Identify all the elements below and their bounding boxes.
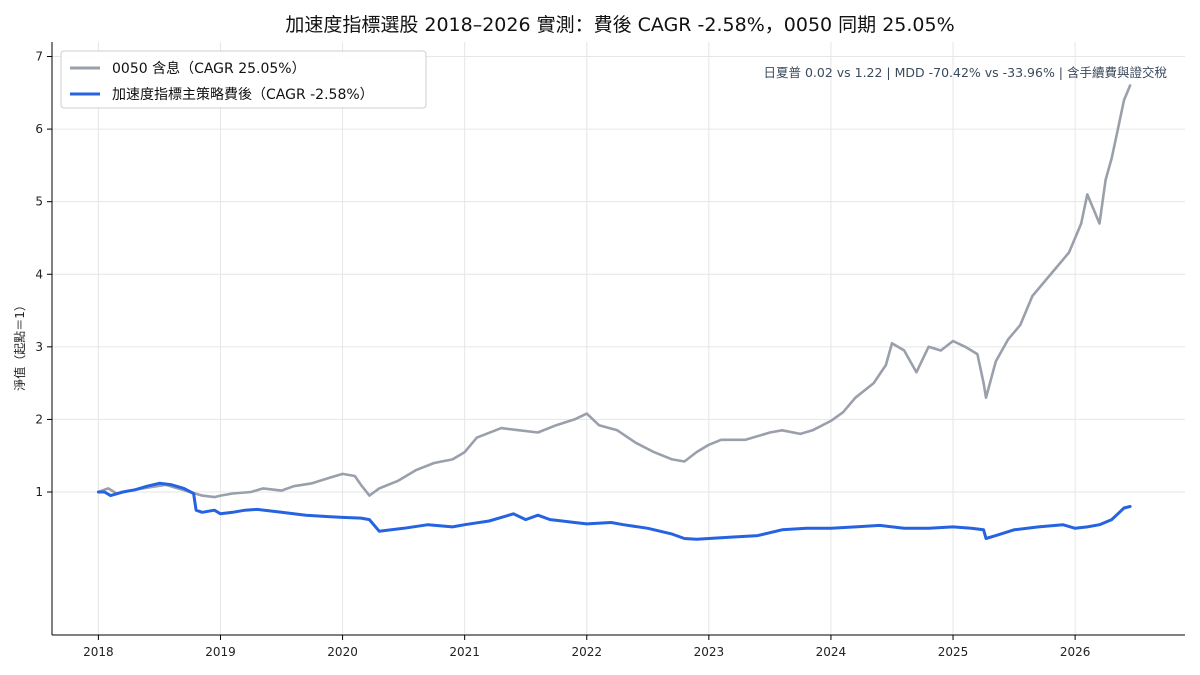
x-tick-label-2021: 2021	[449, 645, 480, 659]
x-tick-label-2025: 2025	[938, 645, 969, 659]
y-tick-label-6: 6	[35, 122, 43, 136]
x-tick-label-2019: 2019	[205, 645, 236, 659]
y-tick-label-5: 5	[35, 195, 43, 209]
legend-label-0050: 0050 含息（CAGR 25.05%）	[112, 60, 306, 77]
x-tick-label-2022: 2022	[571, 645, 602, 659]
y-tick-label-2: 2	[35, 412, 43, 426]
y-tick-label-4: 4	[35, 267, 43, 281]
series-line-strategy	[96, 481, 1132, 541]
chart-annotation: 日夏普 0.02 vs 1.22 | MDD -70.42% vs -33.96…	[763, 65, 1167, 80]
x-axis: 2018 2019 2020 2021 2022 2023 2024 2025 2026	[83, 635, 1090, 659]
legend: 0050 含息（CAGR 25.05%） 加速度指標主策略費後（CAGR -2.…	[60, 50, 427, 109]
x-tick-label-2018: 2018	[83, 645, 114, 659]
y-tick-label-1: 1	[35, 485, 43, 499]
x-tick-label-2020: 2020	[327, 645, 358, 659]
chart-title: 加速度指標選股 2018–2026 實測：費後 CAGR -2.58%，0050…	[285, 14, 954, 36]
y-axis: 1 2 3 4 5 6 7	[35, 50, 52, 499]
series-layer	[96, 84, 1132, 541]
x-tick-label-2023: 2023	[694, 645, 725, 659]
legend-label-strategy: 加速度指標主策略費後（CAGR -2.58%）	[112, 86, 374, 103]
y-axis-label: 淨值（起點＝1）	[12, 299, 27, 391]
grid	[52, 42, 1185, 635]
y-tick-label-7: 7	[35, 50, 43, 64]
series-line-0050	[97, 84, 1132, 499]
x-tick-label-2026: 2026	[1060, 645, 1091, 659]
x-tick-label-2024: 2024	[816, 645, 847, 659]
y-tick-label-3: 3	[35, 340, 43, 354]
legend-box	[60, 50, 427, 109]
